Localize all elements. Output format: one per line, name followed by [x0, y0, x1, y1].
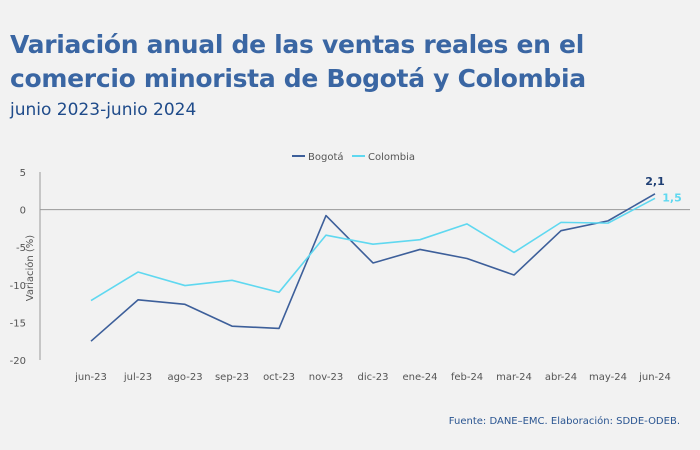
- x-tick-label: jul-23: [123, 372, 152, 383]
- series-line-bogota: [90, 193, 656, 342]
- x-tick-label: dic-23: [358, 372, 389, 383]
- y-tick-label: -15: [10, 318, 26, 329]
- chart-title: Variación anual de las ventas reales en …: [10, 28, 586, 96]
- y-tick-label: 0: [20, 206, 26, 217]
- data-label-bogota: 2,1: [645, 175, 665, 188]
- source-note: Fuente: DANE–EMC. Elaboración: SDDE-ODEB…: [448, 416, 680, 427]
- title-line-1: Variación anual de las ventas reales en …: [10, 30, 584, 59]
- x-tick-label: abr-24: [545, 372, 577, 383]
- x-tick-label: may-24: [589, 372, 627, 383]
- legend-label-bogota: Bogotá: [308, 151, 344, 163]
- x-tick-label: jun-24: [638, 372, 671, 383]
- x-tick-label: oct-23: [263, 372, 295, 383]
- data-label-colombia: 1,5: [662, 191, 682, 204]
- x-tick-label: feb-24: [451, 372, 483, 383]
- y-tick-label: -20: [10, 356, 26, 367]
- x-tick-label: jun-23: [74, 372, 107, 383]
- x-tick-label: ago-23: [167, 372, 202, 383]
- series-line-colombia: [90, 197, 656, 302]
- y-tick-label: -10: [10, 281, 26, 292]
- y-axis-label: Variación (%): [24, 235, 36, 302]
- y-tick-label: -5: [16, 243, 26, 254]
- title-line-2: comercio minorista de Bogotá y Colombia: [10, 64, 586, 93]
- x-tick-label: ene-24: [403, 372, 438, 383]
- y-tick-label: 5: [20, 168, 26, 179]
- x-tick-label: nov-23: [309, 372, 343, 383]
- x-tick-label: mar-24: [496, 372, 532, 383]
- legend-label-colombia: Colombia: [368, 152, 415, 163]
- chart-subtitle: junio 2023-junio 2024: [10, 100, 197, 120]
- x-tick-label: sep-23: [215, 372, 249, 383]
